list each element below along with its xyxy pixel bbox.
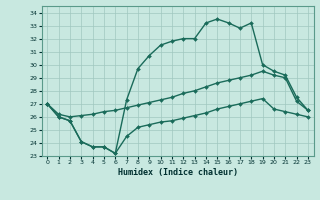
X-axis label: Humidex (Indice chaleur): Humidex (Indice chaleur) <box>118 168 237 177</box>
